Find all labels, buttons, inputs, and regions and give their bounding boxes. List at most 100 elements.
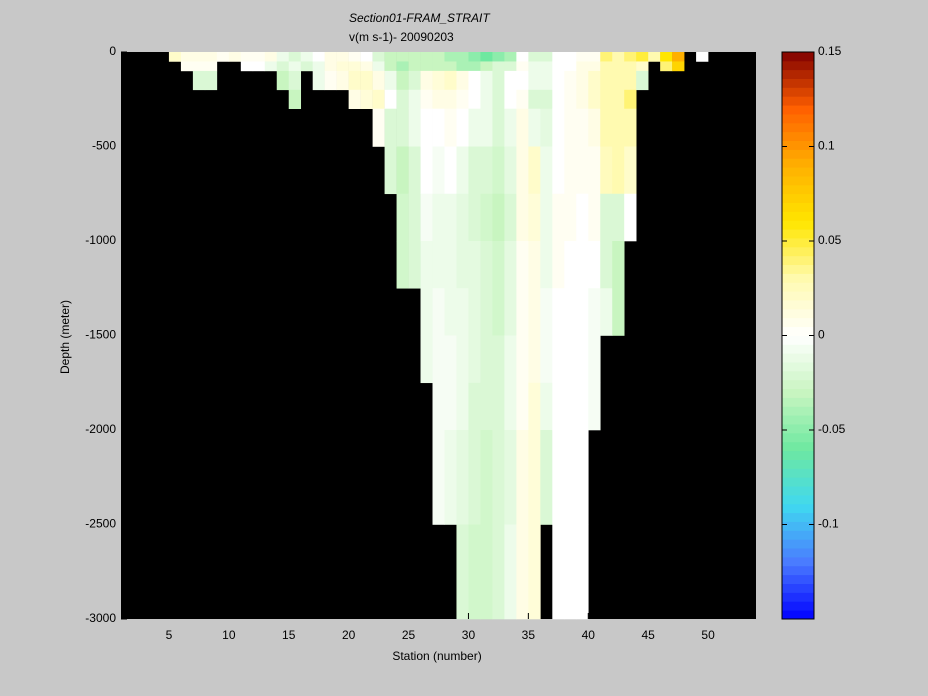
heatmap-cell — [432, 241, 445, 289]
colorbar-band — [782, 176, 814, 186]
heatmap-cell — [408, 52, 421, 62]
heatmap-cell — [408, 146, 421, 195]
heatmap-cell — [516, 89, 529, 109]
heatmap-cell — [564, 193, 577, 242]
colorbar-band — [782, 397, 814, 407]
heatmap-cell — [264, 61, 278, 72]
colorbar-band — [782, 264, 814, 274]
heatmap-cell — [420, 288, 433, 336]
heatmap-cell — [204, 70, 218, 91]
heatmap-cell — [504, 108, 517, 147]
heatmap-cell — [372, 52, 385, 62]
heatmap-cell — [348, 70, 361, 91]
y-tick-label: -2000 — [85, 422, 116, 436]
colorbar-band — [782, 246, 814, 257]
colorbar-band — [782, 131, 814, 141]
heatmap-cell — [456, 108, 469, 147]
heatmap-cell — [396, 89, 409, 109]
heatmap-cell — [588, 108, 601, 147]
heatmap-cell — [444, 146, 457, 195]
heatmap-cell — [576, 52, 589, 62]
heatmap-cell — [504, 61, 517, 72]
heatmap-cell — [540, 108, 553, 147]
heatmap-cell — [396, 70, 409, 91]
heatmap-cell — [564, 89, 577, 109]
heatmap-cell — [480, 52, 493, 62]
heatmap-cell — [564, 61, 577, 72]
heatmap-cell — [468, 146, 481, 195]
heatmap-cell — [396, 146, 409, 195]
x-tick-label: 10 — [222, 628, 236, 642]
colorbar-band — [782, 494, 814, 505]
heatmap-cell — [504, 52, 517, 62]
heatmap-cell — [516, 382, 529, 431]
heatmap-cell — [624, 52, 637, 62]
heatmap-cell — [576, 335, 589, 384]
colorbar-band — [782, 556, 814, 567]
colorbar-band — [782, 308, 814, 319]
colorbar-band — [782, 282, 814, 292]
heatmap-cell — [348, 89, 361, 109]
colorbar-band — [782, 583, 814, 593]
heatmap-cell — [204, 61, 218, 72]
heatmap-cell — [456, 288, 469, 336]
heatmap-cell — [192, 61, 206, 72]
heatmap-cell — [660, 61, 673, 72]
heatmap-cell — [612, 52, 625, 62]
heatmap-cell — [396, 108, 409, 147]
heatmap-cell — [480, 108, 493, 147]
heatmap-cell — [468, 430, 481, 525]
colorbar-tick-label: 0.15 — [818, 44, 842, 58]
heatmap-cell — [444, 335, 457, 384]
colorbar-band — [782, 300, 814, 310]
heatmap-cell — [492, 61, 505, 72]
colorbar-band — [782, 122, 814, 133]
heatmap-cell — [408, 61, 421, 72]
heatmap-cell — [516, 146, 529, 195]
chart-subtitle: v(m s-1)- 20090203 — [349, 30, 454, 44]
heatmap-cell — [552, 193, 565, 242]
heatmap-cell — [600, 193, 613, 242]
heatmap-cell — [504, 89, 517, 109]
colorbar-tick-label: 0.05 — [818, 233, 842, 247]
heatmap-cell — [576, 241, 589, 289]
heatmap-cell — [336, 52, 349, 62]
x-tick-label: 30 — [462, 628, 476, 642]
heatmap-cell — [324, 61, 337, 72]
heatmap-cell — [516, 430, 529, 525]
colorbar-band — [782, 229, 814, 239]
heatmap-cell — [552, 89, 565, 109]
heatmap-cell — [180, 52, 194, 62]
colorbar-band — [782, 353, 814, 363]
heatmap-cell — [252, 52, 266, 62]
heatmap-cell — [420, 70, 433, 91]
colorbar-tick-label: 0.1 — [818, 139, 835, 153]
x-tick-label: 25 — [402, 628, 416, 642]
heatmap-cell — [528, 108, 541, 147]
heatmap-cell — [552, 108, 565, 147]
colorbar-band — [782, 211, 814, 221]
colorbar-band — [782, 149, 814, 159]
heatmap-cell — [444, 61, 457, 72]
y-tick-label: -1000 — [85, 233, 116, 247]
heatmap-cell — [408, 193, 421, 242]
colorbar-band — [782, 362, 814, 372]
y-tick-label: -2500 — [85, 517, 116, 531]
x-tick-label: 20 — [342, 628, 356, 642]
heatmap-cell — [600, 89, 613, 109]
heatmap-cell — [324, 52, 337, 62]
colorbar-band — [782, 432, 814, 443]
heatmap-cell — [444, 430, 457, 525]
heatmap-cell — [600, 288, 613, 336]
x-tick-label: 40 — [582, 628, 596, 642]
heatmap-cell — [420, 146, 433, 195]
heatmap-cell — [444, 108, 457, 147]
heatmap-cell — [696, 52, 709, 62]
heatmap-cell — [468, 241, 481, 289]
heatmap-cell — [456, 61, 469, 72]
heatmap-cell — [612, 241, 625, 289]
colorbar-band — [782, 317, 814, 328]
heatmap-cell — [444, 70, 457, 91]
heatmap-cell — [588, 193, 601, 242]
